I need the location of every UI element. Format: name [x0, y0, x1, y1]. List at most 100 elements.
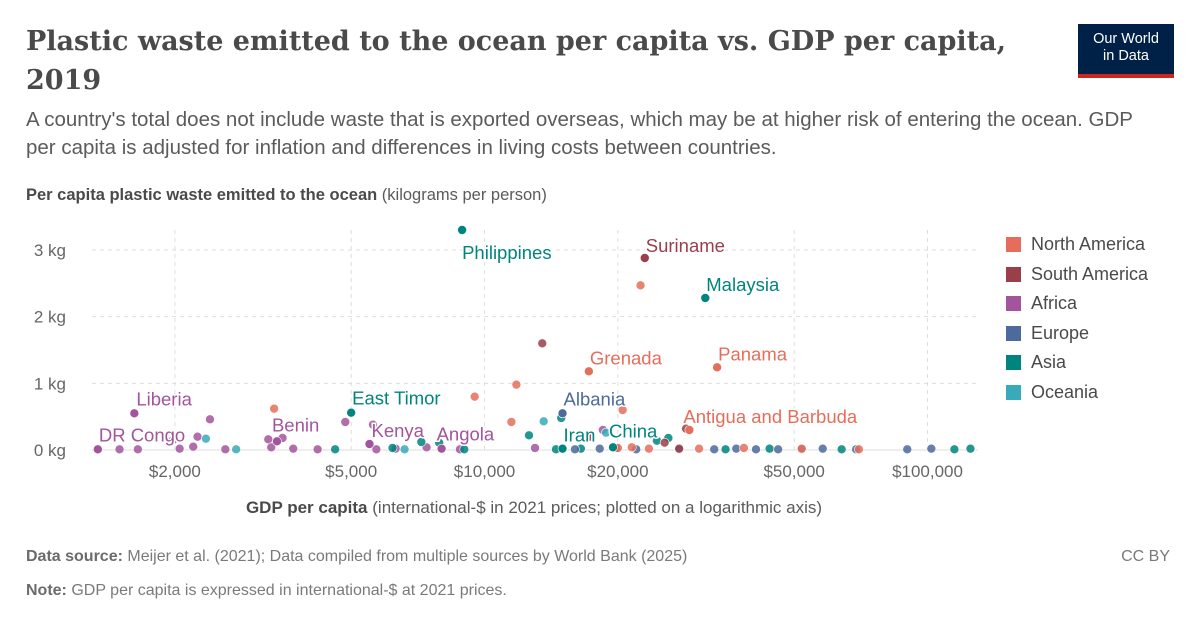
legend-item-asia[interactable]: Asia: [1006, 348, 1148, 378]
data-point-malaysia: [700, 293, 711, 303]
x-tick-label: $2,000: [149, 462, 201, 481]
point-label-grenada: Grenada: [590, 347, 663, 368]
legend-item-africa[interactable]: Africa: [1006, 289, 1148, 319]
point-label-kenya: Kenya: [372, 420, 425, 441]
data-point: [674, 443, 684, 454]
legend-label: Europe: [1031, 322, 1090, 343]
point-label-panama: Panama: [718, 343, 788, 364]
data-point: [312, 444, 323, 455]
data-point: [617, 405, 628, 415]
data-point: [459, 444, 470, 455]
data-point: [524, 430, 534, 441]
data-point: [773, 444, 783, 455]
license-link[interactable]: CC BY: [1121, 548, 1170, 565]
data-point: [635, 280, 646, 291]
point-label-china: China: [609, 420, 658, 441]
data-point: [114, 444, 125, 455]
data-point: [739, 443, 749, 453]
data-point: [269, 403, 279, 414]
data-point: [854, 444, 864, 455]
point-label-dr-congo: DR Congo: [99, 424, 185, 445]
data-point: [836, 444, 847, 455]
chart-subtitle: A country's total does not include waste…: [26, 108, 1133, 159]
data-point: [205, 414, 215, 425]
data-point-grenada: [584, 366, 594, 377]
data-point: [949, 444, 960, 455]
x-tick-label: $50,000: [763, 462, 824, 481]
legend-label: North America: [1031, 234, 1146, 255]
data-point: [201, 433, 211, 444]
data-point: [926, 443, 937, 454]
data-point: [644, 443, 654, 454]
data-point-benin: [272, 436, 282, 447]
data-point: [231, 444, 241, 455]
data-point-antigua-and-barbuda: [684, 425, 695, 435]
data-point: [506, 417, 517, 427]
data-point-dr-congo: [93, 444, 103, 455]
owid-logo[interactable]: Our World in Data: [1078, 24, 1174, 78]
legend-swatch: [1006, 237, 1021, 253]
point-label-albania: Albania: [564, 388, 626, 409]
data-point-iran: [557, 443, 568, 454]
point-label-antigua-and-barbuda: Antigua and Barbuda: [683, 406, 858, 427]
data-point: [368, 419, 378, 430]
data-point: [709, 444, 720, 455]
x-axis-title-main: GDP per capita: [245, 498, 368, 517]
data-point-china: [608, 442, 618, 453]
logo-line-1: Our World: [1093, 31, 1159, 47]
x-tick-label: $20,000: [587, 462, 648, 481]
data-point: [387, 443, 398, 453]
data-source: Data source: Meijer et al. (2021); Data …: [26, 548, 687, 566]
point-label-liberia: Liberia: [136, 388, 192, 409]
y-axis-title-main: Per capita plastic waste emitted to the …: [26, 186, 378, 204]
point-label-benin: Benin: [272, 414, 319, 435]
data-point-panama: [712, 362, 722, 373]
data-source-text: Meijer et al. (2021); Data compiled from…: [127, 548, 688, 565]
y-axis-title-unit: (kilograms per person): [381, 186, 547, 204]
data-point: [585, 431, 595, 442]
data-point: [266, 442, 277, 453]
legend-label: South America: [1031, 263, 1149, 284]
x-tick-label: $10,000: [454, 462, 515, 481]
legend-label: Oceania: [1031, 381, 1099, 402]
data-point: [188, 441, 199, 452]
data-point: [694, 443, 704, 454]
x-axis-title-unit: (international-$ in 2021 prices; plotted…: [372, 498, 823, 517]
data-point: [399, 444, 410, 455]
legend-label: Asia: [1031, 352, 1067, 373]
data-point: [511, 379, 522, 390]
y-axis-title: Per capita plastic waste emitted to the …: [26, 186, 547, 205]
legend-item-south-america[interactable]: South America: [1006, 260, 1148, 290]
data-point: [601, 427, 611, 438]
data-point: [288, 443, 299, 454]
data-point: [340, 417, 351, 427]
data-point-philippines: [457, 225, 467, 235]
data-point: [530, 443, 540, 453]
legend-item-europe[interactable]: Europe: [1006, 319, 1148, 349]
data-point-angola: [436, 443, 447, 454]
data-point: [538, 416, 549, 427]
data-point-kenya: [364, 439, 375, 449]
legend-item-north-america[interactable]: North America: [1006, 230, 1148, 260]
data-point: [263, 434, 274, 445]
data-point: [469, 391, 480, 402]
legend-item-oceania[interactable]: Oceania: [1006, 378, 1148, 408]
x-tick-label: $100,000: [892, 462, 963, 481]
y-tick-label: 0 kg: [34, 441, 66, 460]
data-point: [133, 444, 143, 455]
point-label-angola: Angola: [437, 424, 495, 445]
data-point-liberia: [129, 408, 140, 419]
data-point: [594, 443, 605, 454]
legend-swatch: [1006, 296, 1021, 312]
data-point: [416, 437, 427, 447]
data-point-east-timor: [346, 407, 356, 418]
legend-label: Africa: [1031, 293, 1078, 314]
chart-note: Note: GDP per capita is expressed in int…: [26, 582, 507, 600]
legend-swatch: [1006, 266, 1021, 282]
legend: North America South America Africa Europ…: [1006, 230, 1148, 407]
data-point: [965, 443, 976, 454]
data-point: [720, 444, 731, 455]
legend-swatch: [1006, 355, 1021, 371]
data-point: [330, 444, 340, 455]
